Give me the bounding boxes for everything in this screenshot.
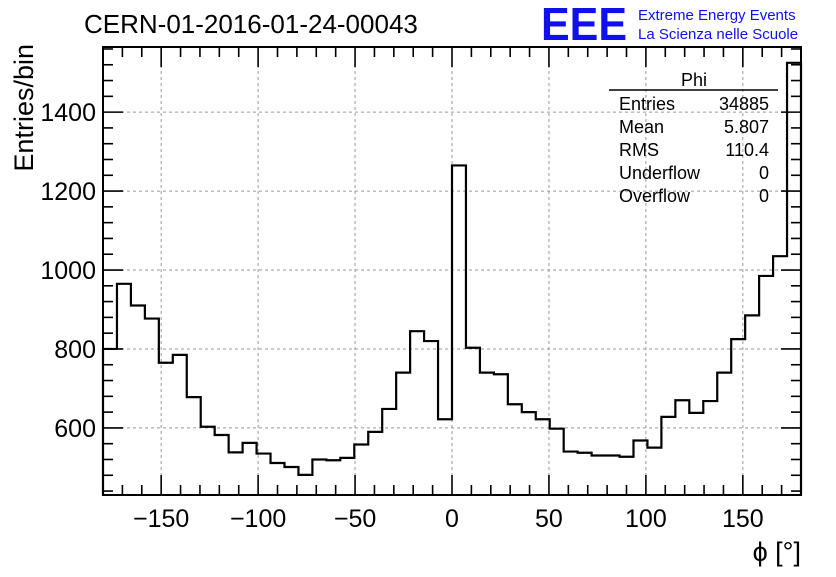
- stats-box-title: Phi: [681, 70, 707, 90]
- stats-row-value: 5.807: [724, 117, 769, 137]
- histogram-bin: [215, 435, 229, 495]
- histogram-bin: [243, 443, 257, 495]
- stats-box: Phi Entries 34885 Mean 5.807 RMS 110.4 U…: [609, 70, 778, 206]
- histogram-bin: [773, 256, 787, 495]
- histogram-bin: [424, 341, 438, 495]
- histogram-bin: [647, 448, 661, 495]
- stats-row-label: RMS: [619, 140, 659, 160]
- x-tick-labels: −150 −100 −50 0 50 100 150: [133, 505, 764, 533]
- stats-row-entries: Entries 34885: [619, 94, 769, 114]
- histogram-bin: [564, 452, 578, 495]
- histogram-bin: [117, 284, 131, 495]
- histogram-outline: [101, 61, 803, 495]
- stats-row-value: 110.4: [725, 140, 769, 160]
- histogram-bin: [396, 373, 410, 495]
- histogram-bin: [340, 458, 354, 495]
- histogram-bin: [550, 429, 564, 495]
- x-tick-label: 0: [445, 505, 459, 533]
- x-tick-label: −100: [230, 505, 286, 533]
- stats-row-value: 0: [759, 186, 769, 206]
- histogram-bin: [201, 427, 215, 495]
- y-tick-label: 1200: [40, 178, 96, 206]
- histogram-bin: [522, 412, 536, 495]
- chart-title: CERN-01-2016-01-24-00043: [84, 9, 418, 39]
- histogram-bin: [508, 404, 522, 495]
- stats-row-value: 34885: [719, 94, 769, 114]
- y-tick-label: 800: [54, 336, 96, 364]
- histogram-bin: [229, 452, 243, 495]
- histogram-bin: [452, 165, 466, 495]
- histogram-bin: [536, 419, 550, 495]
- histogram-bin: [480, 373, 494, 495]
- histogram-bin: [312, 459, 326, 495]
- logo-letters: EEE: [541, 0, 627, 50]
- y-tick-labels: 600 800 1000 1200 1400: [40, 99, 96, 443]
- histogram-bin: [675, 400, 689, 495]
- histogram-bin: [145, 319, 159, 495]
- stats-row-underflow: Underflow 0: [619, 163, 769, 183]
- histogram-bin: [173, 355, 187, 495]
- histogram-bin: [466, 348, 480, 495]
- stats-row-label: Overflow: [619, 186, 691, 206]
- x-tick-label: −150: [133, 505, 189, 533]
- y-tick-label: 1000: [40, 257, 96, 285]
- histogram-bin: [187, 397, 201, 495]
- histogram-bin: [382, 409, 396, 495]
- histogram-bin: [354, 444, 368, 495]
- y-tick-label: 1400: [40, 99, 96, 127]
- axis-ticks: [103, 47, 801, 495]
- histogram-bin: [438, 419, 452, 495]
- stats-row-mean: Mean 5.807: [619, 117, 769, 137]
- x-tick-label: 50: [535, 505, 563, 533]
- y-axis-label: Entries/bin: [9, 44, 39, 172]
- stats-row-label: Entries: [619, 94, 675, 114]
- x-tick-label: 100: [625, 505, 667, 533]
- histogram-bin: [689, 413, 703, 495]
- x-tick-label: 150: [722, 505, 764, 533]
- x-axis-label: ϕ [°]: [753, 537, 801, 567]
- histogram-bin: [731, 339, 745, 495]
- histogram-bin: [494, 374, 508, 495]
- stats-row-overflow: Overflow 0: [619, 186, 769, 206]
- histogram-bin: [410, 331, 424, 495]
- histogram-bin: [326, 460, 340, 495]
- histogram-bin: [578, 453, 592, 495]
- eee-logo: EEE Extreme Energy Events La Scienza nel…: [541, 0, 798, 50]
- histogram-bin: [661, 417, 675, 495]
- y-tick-label: 600: [54, 415, 96, 443]
- histogram-bin: [103, 349, 117, 495]
- histogram-bin: [745, 315, 759, 495]
- stats-row-value: 0: [759, 163, 769, 183]
- histogram-bin: [703, 401, 717, 495]
- stats-row-label: Underflow: [619, 163, 701, 183]
- histogram-bin: [131, 306, 145, 495]
- logo-line-1: Extreme Energy Events: [638, 7, 796, 24]
- stats-row-rms: RMS 110.4: [619, 140, 769, 160]
- logo-line-2: La Scienza nelle Scuole: [638, 26, 798, 43]
- histogram-bin: [298, 475, 312, 495]
- histogram-bin: [592, 456, 606, 495]
- histogram-bin: [717, 373, 731, 495]
- stats-row-label: Mean: [619, 117, 664, 137]
- histogram-bin: [759, 276, 773, 495]
- x-tick-label: −50: [334, 505, 376, 533]
